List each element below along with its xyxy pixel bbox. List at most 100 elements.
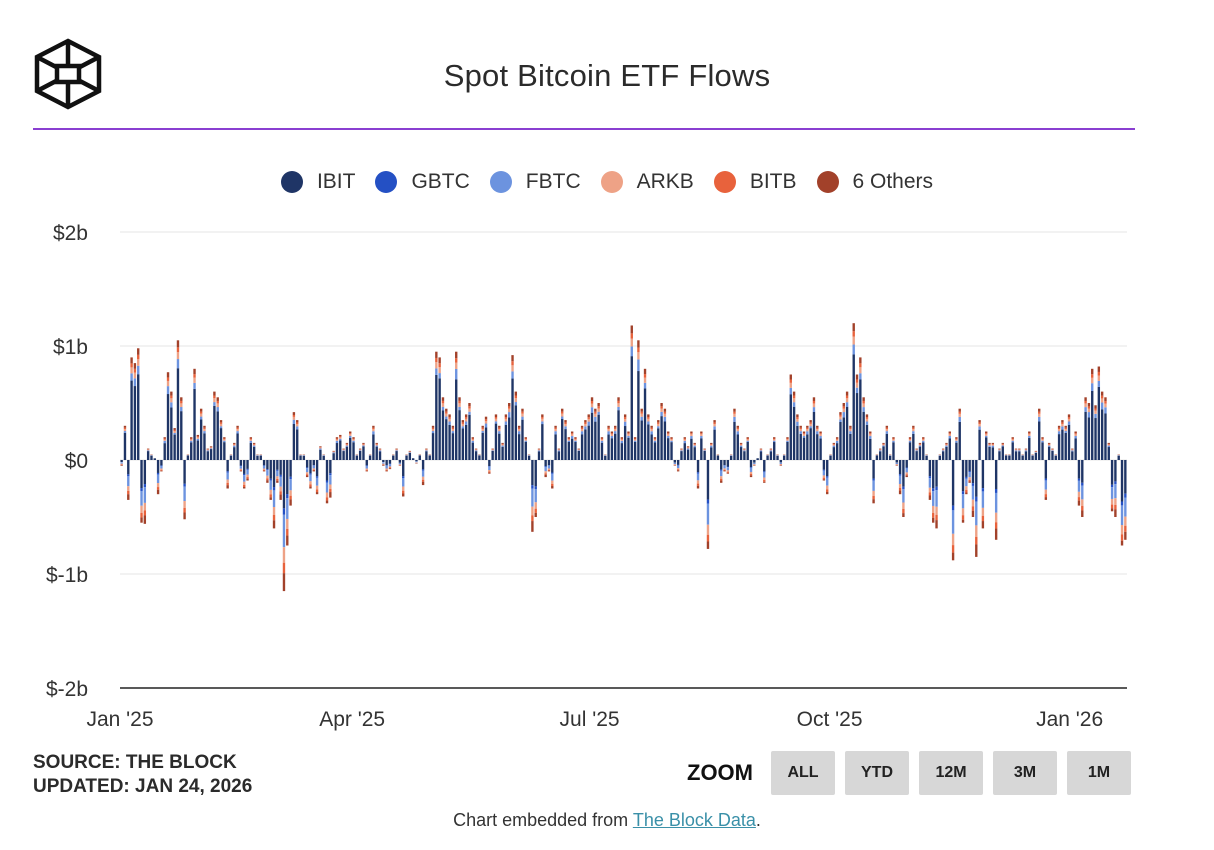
flow-bar[interactable]: [332, 450, 335, 460]
flow-bar[interactable]: [527, 454, 531, 460]
flow-bar[interactable]: [792, 391, 796, 460]
flow-bar[interactable]: [478, 454, 481, 460]
flow-bar[interactable]: [753, 460, 756, 466]
flow-bar[interactable]: [266, 460, 269, 483]
flow-bar[interactable]: [335, 437, 339, 460]
flow-bar[interactable]: [657, 420, 660, 460]
flow-bar[interactable]: [494, 414, 498, 460]
flow-bar[interactable]: [292, 412, 296, 460]
flow-bar[interactable]: [272, 460, 276, 529]
flow-bar[interactable]: [1054, 454, 1057, 460]
flow-bar[interactable]: [776, 454, 779, 460]
flow-bar[interactable]: [1021, 454, 1024, 460]
flow-bar[interactable]: [872, 460, 875, 504]
flow-bar[interactable]: [411, 458, 415, 460]
flow-bar[interactable]: [696, 460, 700, 489]
flow-bar[interactable]: [491, 448, 494, 460]
flow-bar[interactable]: [650, 425, 653, 460]
flow-bar[interactable]: [249, 437, 253, 460]
flow-bar[interactable]: [501, 442, 504, 460]
flow-bar[interactable]: [402, 460, 405, 497]
flow-bar[interactable]: [653, 437, 657, 460]
flow-bar[interactable]: [279, 460, 282, 500]
flow-bar[interactable]: [978, 420, 981, 460]
flow-bar[interactable]: [226, 460, 229, 489]
flow-bar[interactable]: [137, 348, 140, 460]
flow-bar[interactable]: [988, 442, 991, 460]
flow-bar[interactable]: [342, 448, 345, 460]
flow-bar[interactable]: [1084, 397, 1087, 460]
flow-bar[interactable]: [958, 408, 961, 460]
flow-bar[interactable]: [570, 431, 574, 461]
flow-bar[interactable]: [461, 420, 465, 460]
flow-bar[interactable]: [127, 460, 130, 500]
zoom-1m-button[interactable]: 1M: [1067, 751, 1131, 795]
flow-bar[interactable]: [898, 460, 902, 495]
flow-bar[interactable]: [1107, 442, 1110, 460]
flow-bar[interactable]: [759, 448, 763, 460]
flow-bar[interactable]: [723, 460, 726, 472]
flow-bar[interactable]: [1071, 448, 1074, 460]
flow-bar[interactable]: [885, 425, 889, 460]
flow-bar[interactable]: [961, 460, 965, 523]
flow-bar[interactable]: [286, 460, 289, 546]
flow-bar[interactable]: [1047, 442, 1051, 460]
flow-bar[interactable]: [852, 323, 855, 460]
flow-bar[interactable]: [415, 460, 418, 464]
flow-bar[interactable]: [981, 460, 985, 529]
flow-bar[interactable]: [832, 442, 836, 460]
flow-bar[interactable]: [130, 357, 133, 460]
flow-bar[interactable]: [206, 448, 209, 460]
flow-bar[interactable]: [557, 448, 561, 460]
flow-bar[interactable]: [524, 437, 527, 460]
flow-bar[interactable]: [640, 408, 643, 460]
flow-bar[interactable]: [229, 454, 233, 460]
flow-bar[interactable]: [667, 431, 670, 461]
flow-bar[interactable]: [594, 408, 597, 460]
flow-bar[interactable]: [421, 460, 425, 486]
flow-bar[interactable]: [252, 442, 256, 460]
flow-bar[interactable]: [355, 454, 359, 460]
flow-bar[interactable]: [531, 460, 534, 532]
flow-bar[interactable]: [474, 448, 478, 460]
flow-bar[interactable]: [120, 460, 123, 466]
flow-bar[interactable]: [425, 448, 428, 460]
flow-bar[interactable]: [660, 403, 663, 460]
flow-bar[interactable]: [541, 414, 544, 460]
flow-bar[interactable]: [908, 437, 912, 460]
flow-bar[interactable]: [349, 431, 352, 461]
flow-bar[interactable]: [1124, 460, 1127, 540]
flow-bar[interactable]: [991, 442, 995, 460]
flow-bar[interactable]: [627, 431, 630, 461]
flow-bar[interactable]: [577, 448, 580, 460]
flow-bar[interactable]: [941, 448, 945, 460]
flow-bar[interactable]: [895, 460, 898, 466]
flow-bar[interactable]: [935, 460, 938, 529]
flow-bar[interactable]: [1014, 448, 1018, 460]
flow-bar[interactable]: [1008, 454, 1011, 460]
flow-bar[interactable]: [1044, 460, 1048, 500]
flow-bar[interactable]: [1081, 460, 1084, 517]
flow-bar[interactable]: [329, 460, 332, 498]
flow-bar[interactable]: [1057, 425, 1061, 460]
flow-bar[interactable]: [190, 437, 193, 460]
flow-bar[interactable]: [932, 460, 935, 523]
flow-bar[interactable]: [1001, 442, 1004, 460]
flow-bar[interactable]: [922, 437, 925, 460]
legend-item-gbtc[interactable]: GBTC: [375, 170, 470, 194]
flow-bar[interactable]: [925, 454, 928, 460]
flow-bar[interactable]: [971, 460, 975, 517]
flow-bar[interactable]: [802, 431, 806, 461]
flow-bar[interactable]: [845, 391, 849, 460]
flow-bar[interactable]: [951, 460, 955, 561]
flow-bar[interactable]: [1064, 425, 1067, 460]
the-block-data-link[interactable]: The Block Data: [632, 810, 756, 830]
flow-bar[interactable]: [378, 448, 382, 460]
flow-bar[interactable]: [610, 431, 614, 461]
flow-bar[interactable]: [431, 425, 435, 460]
flow-bar[interactable]: [243, 460, 246, 489]
flow-bar[interactable]: [1011, 437, 1014, 460]
flow-bar[interactable]: [849, 425, 852, 460]
flow-bar[interactable]: [796, 414, 799, 460]
flow-bar[interactable]: [756, 458, 759, 460]
